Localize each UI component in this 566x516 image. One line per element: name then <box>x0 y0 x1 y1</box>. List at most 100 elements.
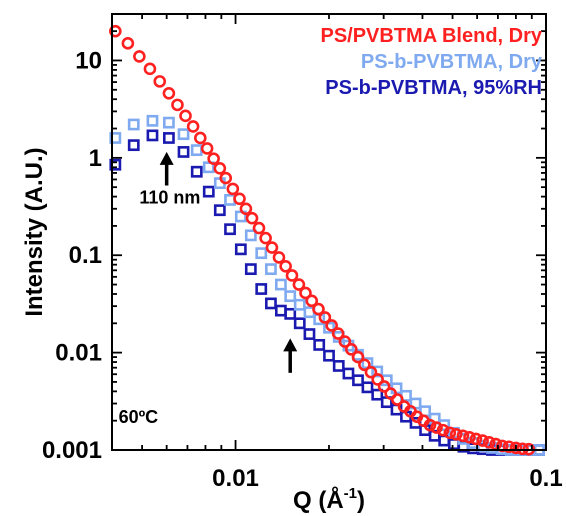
data-point <box>146 114 159 127</box>
data-point <box>284 307 297 320</box>
legend-entry-3: PS-b-PVBTMA, 95%RH <box>325 77 542 99</box>
data-point <box>423 418 437 432</box>
data-point <box>265 241 279 254</box>
x-axis-label: Q (Å-1) <box>293 485 365 514</box>
data-point <box>352 374 364 387</box>
legend: PS/PVBTMA Blend, Dry PS-b-PVBTMA, Dry PS-b… <box>320 25 542 99</box>
data-point <box>371 365 384 378</box>
data-point <box>252 221 266 235</box>
x-axis-label-main: Q (Å <box>293 486 344 514</box>
y-tick-label: 0.1 <box>69 242 102 269</box>
data-point <box>325 319 338 332</box>
data-point <box>244 229 257 242</box>
data-point <box>436 423 450 437</box>
data-point <box>234 243 247 256</box>
arrow-head <box>159 151 174 165</box>
data-point <box>502 440 516 454</box>
data-point <box>153 75 167 88</box>
data-point <box>259 231 272 245</box>
data-point <box>265 297 277 310</box>
data-point <box>371 388 384 401</box>
data-point <box>430 421 443 434</box>
annotation-arrow <box>159 151 174 186</box>
legend-entry-1: PS/PVBTMA Blend, Dry <box>320 25 542 47</box>
series-2 <box>109 114 545 456</box>
data-point <box>482 435 496 449</box>
data-point <box>305 294 319 308</box>
data-point <box>456 429 470 443</box>
data-point <box>509 441 523 455</box>
data-point <box>332 360 345 372</box>
data-point <box>213 162 227 175</box>
data-point <box>200 142 214 155</box>
data-point <box>275 278 287 291</box>
data-point <box>127 139 140 152</box>
data-point <box>239 202 253 216</box>
x-axis-label-close: ) <box>357 487 365 514</box>
data-point <box>345 343 358 356</box>
y-tick-label: 1 <box>89 145 102 172</box>
data-point <box>313 339 326 351</box>
data-point <box>516 442 529 456</box>
data-point <box>364 365 378 379</box>
data-point <box>312 302 325 316</box>
x-axis-label-superscript: -1 <box>344 485 357 502</box>
data-point <box>244 263 257 276</box>
data-point <box>449 427 463 441</box>
legend-entry-2: PS-b-PVBTMA, Dry <box>361 51 543 73</box>
arrow-head <box>283 338 298 352</box>
series-3 <box>109 129 545 456</box>
data-point <box>323 349 335 362</box>
data-point <box>213 204 226 217</box>
data-point <box>186 120 200 133</box>
data-point <box>323 321 335 334</box>
annotation-layer: 110 nm 60ºC <box>119 187 201 426</box>
data-point <box>127 118 140 131</box>
data-point <box>219 171 233 185</box>
data-point <box>272 251 286 264</box>
data-point <box>109 158 122 171</box>
data-point <box>133 50 146 63</box>
data-point <box>371 373 384 386</box>
marks-layer <box>109 24 545 456</box>
data-point <box>351 350 365 364</box>
data-point <box>463 431 476 444</box>
data-point <box>207 152 220 166</box>
data-point <box>202 185 215 198</box>
data-point <box>299 286 312 300</box>
data-point <box>143 62 157 76</box>
data-point <box>190 165 203 178</box>
data-point <box>245 211 259 225</box>
data-point <box>146 129 159 142</box>
x-tick-label: 0.1 <box>529 465 562 492</box>
y-tick-label: 0.001 <box>42 437 102 464</box>
data-point <box>194 131 207 145</box>
series-1 <box>109 24 536 456</box>
annotation-label: 110 nm <box>139 187 200 207</box>
data-point <box>109 24 122 38</box>
data-point <box>303 328 316 340</box>
data-point <box>377 380 391 393</box>
data-point <box>171 98 184 112</box>
arrow-layer <box>159 151 298 373</box>
data-point <box>179 109 192 123</box>
data-point <box>285 269 299 282</box>
data-point <box>233 192 246 206</box>
y-axis-label: Intensity (A.U.) <box>21 147 48 316</box>
data-point <box>255 247 268 260</box>
data-point <box>279 259 292 273</box>
annotation-arrow <box>283 338 298 373</box>
data-point <box>469 432 483 446</box>
data-point <box>177 128 190 141</box>
data-point <box>224 223 236 236</box>
data-point <box>255 283 268 295</box>
data-point <box>177 146 190 158</box>
data-point <box>293 298 306 311</box>
data-point <box>447 438 460 450</box>
data-point <box>121 37 135 50</box>
y-tick-label: 0.01 <box>55 340 102 367</box>
data-point <box>162 116 175 129</box>
data-point <box>162 132 175 144</box>
